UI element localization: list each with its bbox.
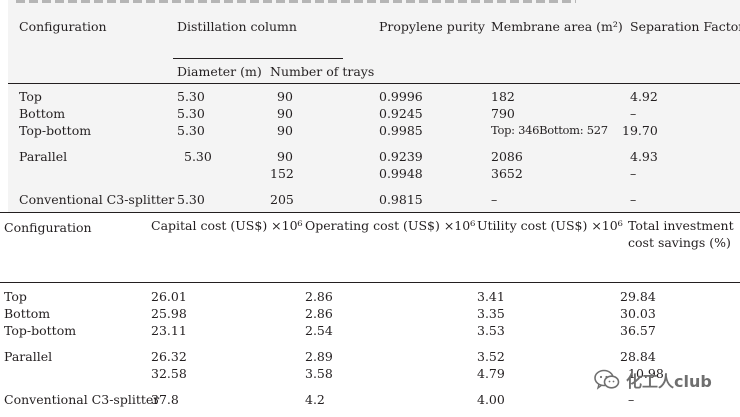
header-capital-cost: Capital cost (US$) ×10⁶	[151, 218, 303, 233]
row-config: Top-bottom	[19, 123, 92, 138]
row-config: Conventional C3-splitter	[4, 392, 160, 407]
row-purity: 0.9815	[379, 192, 423, 207]
row-trays: 205	[270, 192, 294, 207]
watermark: 化工人club	[594, 368, 712, 392]
watermark-text: 化工人club	[626, 372, 712, 391]
row-capital: 26.01	[151, 289, 187, 304]
header-configuration: Configuration	[19, 19, 107, 34]
row-separation: 4.92	[630, 89, 658, 104]
cropped-caption-edge	[16, 0, 576, 3]
row-capital: 25.98	[151, 306, 187, 321]
row-config: Bottom	[19, 106, 66, 121]
header-number-of-trays: Number of trays	[270, 64, 375, 79]
row-utility: 3.53	[477, 323, 505, 338]
row-purity: 0.9948	[379, 166, 423, 181]
row-config: Top	[4, 289, 27, 304]
header-separation-factor: Separation Factor	[630, 19, 740, 34]
row-separation: 4.93	[630, 149, 658, 164]
header-diameter: Diameter (m)	[177, 64, 262, 79]
header-membrane-area: Membrane area (m²)	[491, 19, 623, 34]
row-separation: –	[630, 166, 637, 181]
row-separation: 19.70	[622, 123, 658, 138]
row-membrane: 182	[491, 89, 515, 104]
row-savings: –	[628, 392, 635, 407]
row-config: Conventional C3-splitter	[19, 192, 175, 207]
header-bottom-rule	[8, 83, 740, 84]
row-utility: 3.35	[477, 306, 505, 321]
row-membrane: 790	[491, 106, 515, 121]
row-membrane: –	[491, 192, 498, 207]
row-utility: 4.79	[477, 366, 505, 381]
row-config: Top-bottom	[4, 323, 77, 338]
row-trays: 90	[277, 123, 293, 138]
row-diameter: 5.30	[177, 192, 205, 207]
distillation-header-rule	[173, 58, 343, 59]
row-utility: 3.52	[477, 349, 505, 364]
row-savings: 36.57	[620, 323, 656, 338]
header-total-savings-line1: Total investment	[628, 218, 734, 233]
row-operating: 3.58	[305, 366, 333, 381]
row-separation: –	[630, 192, 637, 207]
row-trays: 90	[277, 149, 293, 164]
row-config: Parallel	[19, 149, 68, 164]
row-capital: 32.58	[151, 366, 187, 381]
row-separation: –	[630, 106, 637, 121]
row-trays: 90	[277, 106, 293, 121]
table-top-rule	[0, 212, 740, 213]
row-config: Parallel	[4, 349, 53, 364]
row-utility: 4.00	[477, 392, 505, 407]
row-trays: 152	[270, 166, 294, 181]
row-trays: 90	[277, 89, 293, 104]
cost-analysis-table: Configuration Capital cost (US$) ×10⁶ Op…	[0, 212, 740, 417]
header-operating-cost: Operating cost (US$) ×10⁶	[305, 218, 476, 233]
row-operating: 2.86	[305, 306, 333, 321]
row-purity: 0.9985	[379, 123, 423, 138]
row-savings: 28.84	[620, 349, 656, 364]
design-parameters-table: Configuration Distillation column Propyl…	[8, 0, 740, 212]
row-operating: 2.89	[305, 349, 333, 364]
row-operating: 4.2	[305, 392, 325, 407]
row-membrane: Top: 346Bottom: 527	[491, 123, 608, 137]
row-diameter: 5.30	[177, 106, 205, 121]
row-savings: 30.03	[620, 306, 656, 321]
row-utility: 3.41	[477, 289, 505, 304]
row-config: Top	[19, 89, 42, 104]
row-diameter: 5.30	[184, 149, 212, 164]
row-capital: 37.8	[151, 392, 179, 407]
row-diameter: 5.30	[177, 89, 205, 104]
header-propylene-purity: Propylene purity	[379, 19, 485, 34]
header-bottom-rule	[0, 282, 740, 283]
row-operating: 2.86	[305, 289, 333, 304]
row-capital: 23.11	[151, 323, 187, 338]
row-purity: 0.9239	[379, 149, 423, 164]
row-savings: 29.84	[620, 289, 656, 304]
row-membrane: 2086	[491, 149, 523, 164]
row-savings: 10.98	[628, 366, 664, 381]
header-configuration: Configuration	[4, 220, 92, 235]
wechat-icon	[594, 369, 620, 390]
header-total-savings-line2: cost savings (%)	[628, 235, 731, 250]
row-purity: 0.9245	[379, 106, 423, 121]
row-capital: 26.32	[151, 349, 187, 364]
row-membrane: 3652	[491, 166, 523, 181]
row-config: Bottom	[4, 306, 51, 321]
row-purity: 0.9996	[379, 89, 423, 104]
header-utility-cost: Utility cost (US$) ×10⁶	[477, 218, 623, 233]
header-distillation-column: Distillation column	[177, 19, 297, 34]
row-diameter: 5.30	[177, 123, 205, 138]
row-operating: 2.54	[305, 323, 333, 338]
